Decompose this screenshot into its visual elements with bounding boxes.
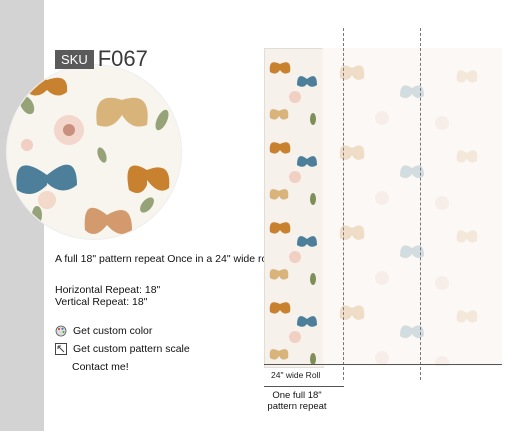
repeat-measure-line	[264, 386, 344, 387]
repeat-length-label: One full 18" pattern repeat	[262, 390, 332, 412]
repeat-label-line-1: One full 18"	[272, 390, 322, 401]
sku-code: F067	[97, 46, 148, 71]
palette-icon	[55, 325, 67, 337]
custom-scale-label: Get custom pattern scale	[73, 343, 190, 355]
repeat-guide-line-1	[343, 28, 344, 380]
resize-icon	[55, 343, 67, 355]
repeat-guide-line-2	[420, 28, 421, 380]
repeat-label-line-2: pattern repeat	[267, 401, 327, 412]
horizontal-repeat: Horizontal Repeat: 18"	[55, 284, 161, 296]
contact-link[interactable]: Contact me!	[72, 361, 129, 373]
roll-width-measure-line	[264, 364, 502, 365]
custom-color-label: Get custom color	[73, 325, 153, 337]
full-pattern-roll	[264, 48, 324, 368]
repeat-description: A full 18" pattern repeat Once in a 24" …	[55, 253, 275, 265]
repeat-info: Horizontal Repeat: 18" Vertical Repeat: …	[55, 284, 160, 308]
custom-color-link[interactable]: Get custom color	[55, 325, 152, 337]
faded-pattern-preview	[322, 48, 502, 370]
vertical-repeat: Vertical Repeat: 18"	[55, 296, 148, 308]
sku-badge: SKU	[55, 49, 94, 69]
contact-label: Contact me!	[72, 361, 129, 373]
roll-pattern-art	[269, 62, 317, 365]
sku-label: SKU F067	[55, 46, 148, 72]
pattern-swatch	[6, 64, 182, 240]
butterfly-pattern-art	[16, 77, 170, 234]
custom-scale-link[interactable]: Get custom pattern scale	[55, 343, 190, 355]
faded-pattern-art	[339, 65, 478, 370]
roll-width-label: 24" wide Roll	[271, 370, 321, 380]
